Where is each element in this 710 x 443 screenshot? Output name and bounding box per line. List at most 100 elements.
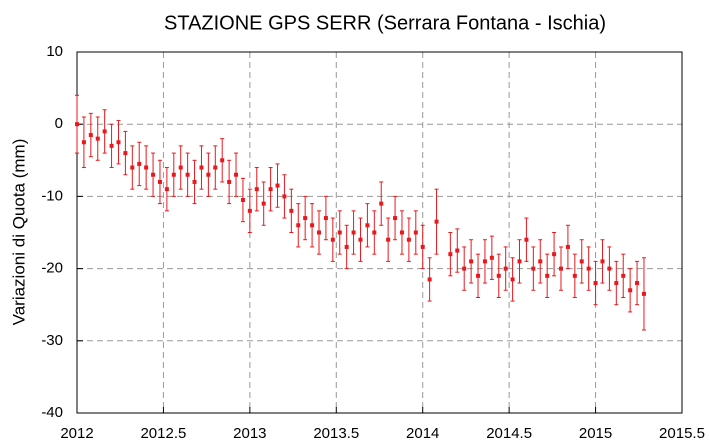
data-point: [178, 165, 183, 170]
x-tick-label: 2013.5: [313, 425, 359, 442]
data-point: [88, 133, 93, 138]
y-tick-label: 0: [55, 115, 63, 132]
data-point: [552, 252, 557, 257]
x-tick-label: 2014.5: [486, 425, 532, 442]
data-point: [469, 259, 474, 264]
data-point: [81, 140, 86, 145]
data-point: [413, 230, 418, 235]
data-point: [593, 281, 598, 286]
data-point: [157, 179, 162, 184]
data-point: [420, 244, 425, 249]
data-point: [531, 266, 536, 271]
x-tick-label: 2015: [579, 425, 612, 442]
data-point: [614, 281, 619, 286]
data-point: [607, 266, 612, 271]
data-point: [240, 198, 245, 203]
data-point: [524, 237, 529, 242]
data-point: [565, 244, 570, 249]
data-point: [220, 158, 225, 163]
data-point: [586, 266, 591, 271]
data-point: [330, 237, 335, 242]
data-point: [303, 216, 308, 221]
data-point: [635, 281, 640, 286]
data-point: [337, 230, 342, 235]
y-tick-label: -20: [41, 260, 63, 277]
data-point: [296, 223, 301, 228]
data-point: [344, 244, 349, 249]
data-point: [185, 172, 190, 177]
data-point: [538, 259, 543, 264]
data-point: [351, 230, 356, 235]
data-point: [489, 255, 494, 260]
data-point: [317, 230, 321, 235]
data-point: [434, 219, 439, 224]
data-point: [289, 208, 294, 213]
data-point: [600, 259, 605, 264]
data-point: [641, 291, 646, 296]
y-tick-label: 10: [46, 43, 63, 60]
data-point: [234, 172, 239, 177]
y-tick-label: -40: [41, 404, 63, 421]
data-point: [213, 165, 218, 170]
y-axis-label: Variazioni di Quota (mm): [9, 139, 28, 326]
data-point: [130, 165, 135, 170]
data-point: [496, 273, 501, 278]
data-point: [579, 259, 584, 264]
data-point: [572, 273, 577, 278]
data-point: [503, 266, 508, 271]
data-point: [448, 252, 453, 257]
data-point: [559, 266, 563, 271]
x-tick-label: 2014: [406, 425, 439, 442]
data-point: [482, 259, 487, 264]
y-tick-label: -30: [41, 332, 63, 349]
data-point: [247, 208, 252, 213]
data-point: [476, 273, 481, 278]
data-point: [621, 273, 626, 278]
data-point: [462, 266, 467, 271]
data-point: [261, 201, 266, 206]
data-point: [109, 143, 114, 148]
data-point: [171, 172, 176, 177]
chart-title: STAZIONE GPS SERR (Serrara Fontana - Isc…: [164, 12, 606, 34]
data-point: [199, 165, 204, 170]
data-point: [365, 223, 370, 228]
data-point: [95, 136, 100, 141]
data-point: [123, 151, 128, 156]
data-point: [379, 201, 384, 206]
data-point: [116, 140, 121, 145]
x-tick-label: 2012: [60, 425, 93, 442]
data-point: [227, 179, 232, 184]
data-point: [137, 161, 142, 166]
data-point: [164, 187, 169, 192]
data-point: [151, 172, 156, 177]
data-point: [386, 237, 391, 242]
data-point: [75, 122, 79, 127]
data-point: [102, 129, 107, 134]
plot-frame: [76, 51, 683, 414]
data-point: [427, 277, 432, 282]
data-point: [406, 237, 411, 242]
data-point: [358, 237, 363, 242]
data-point: [510, 277, 515, 282]
data-point: [254, 187, 259, 192]
data-point: [275, 183, 280, 188]
data-point: [393, 216, 398, 221]
data-point: [372, 230, 377, 235]
data-point: [628, 288, 633, 293]
data-point: [144, 165, 149, 170]
data-point: [310, 223, 315, 228]
data-point: [206, 172, 211, 177]
data-point: [268, 187, 273, 192]
data-point: [455, 248, 460, 253]
data-point: [545, 273, 550, 278]
data-point: [399, 230, 404, 235]
x-tick-label: 2013: [233, 425, 266, 442]
data-point: [517, 259, 522, 264]
data-point: [282, 194, 287, 199]
x-tick-label: 2015.5: [659, 425, 705, 442]
x-tick-label: 2012.5: [140, 425, 186, 442]
data-point: [323, 216, 328, 221]
y-tick-label: -10: [41, 187, 63, 204]
data-point: [192, 179, 197, 184]
